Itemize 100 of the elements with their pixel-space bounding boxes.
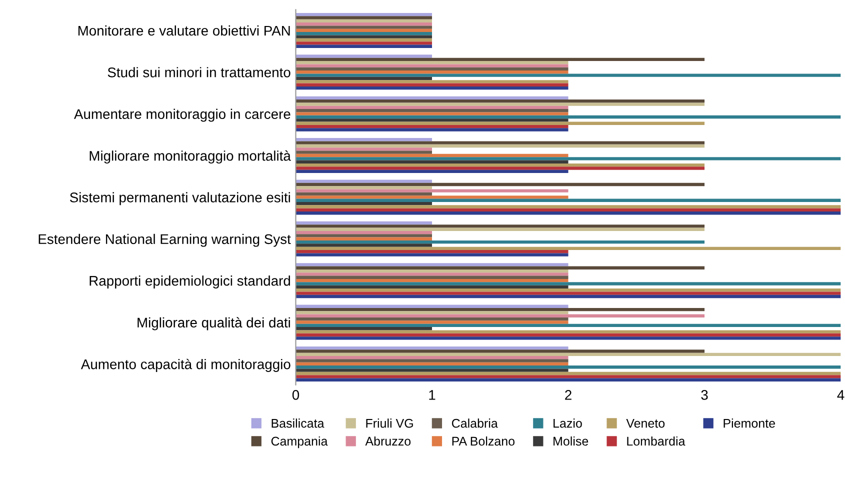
bar [296, 124, 568, 128]
bar [296, 150, 432, 154]
bar [296, 44, 432, 48]
y-tick-label: Monitorare e valutare obiettivi PAN [78, 25, 290, 36]
y-tick-label: Migliorare monitoraggio mortalità [90, 150, 291, 164]
x-tick-label: 4 [837, 390, 844, 400]
bar [296, 333, 841, 337]
bar [296, 115, 841, 119]
bar [296, 282, 841, 286]
bar [296, 16, 432, 20]
bar [296, 160, 568, 164]
bar [296, 22, 432, 26]
bar [296, 186, 432, 190]
bar [296, 122, 705, 125]
bar [296, 212, 841, 215]
bar [296, 368, 568, 372]
bar [296, 311, 568, 314]
bar [296, 196, 568, 199]
x-tick-label: 2 [565, 390, 572, 400]
bar [296, 314, 705, 318]
bar [296, 58, 705, 62]
bar [296, 70, 568, 74]
bar [296, 12, 432, 16]
bar [296, 182, 705, 186]
bar [296, 64, 568, 68]
bar [296, 128, 568, 132]
bar [296, 202, 432, 206]
legend-label: Calabria [452, 418, 498, 428]
legend-label: Veneto [626, 419, 665, 428]
bar [296, 272, 568, 276]
legend-label: Campania [271, 436, 328, 448]
bar [296, 35, 432, 38]
bar [296, 221, 432, 225]
bar [296, 208, 841, 212]
bar [296, 304, 568, 308]
x-tick-label: 1 [429, 390, 436, 400]
bar [296, 266, 705, 270]
bar [296, 28, 432, 32]
bar [296, 83, 568, 86]
bar [296, 42, 432, 45]
x-tick-label: 3 [701, 390, 708, 400]
bar [296, 375, 841, 378]
bar [296, 166, 705, 170]
bar [296, 276, 568, 279]
bar [296, 294, 841, 298]
bar [296, 54, 432, 58]
bar [296, 102, 705, 106]
bar [296, 170, 568, 174]
bar [296, 144, 705, 148]
x-tick-label: 0 [292, 390, 300, 400]
bar [296, 327, 432, 330]
bar [296, 372, 841, 376]
bar [296, 378, 841, 382]
bar [296, 244, 432, 247]
bar [296, 198, 841, 202]
bar [296, 76, 432, 80]
bar [296, 148, 432, 151]
bar [296, 359, 568, 362]
bar [296, 269, 568, 273]
bar [296, 336, 841, 340]
bar [296, 61, 568, 64]
y-tick-label: Aumento capacità di monitoraggio [80, 358, 290, 372]
y-tick-label: Studi sui minori in trattamento [108, 67, 290, 78]
bar [296, 246, 841, 250]
bar [296, 38, 432, 42]
bar [296, 308, 705, 312]
bar [296, 86, 568, 90]
y-tick-label: Aumentare monitoraggio in carcere [74, 108, 290, 122]
bar [296, 250, 568, 254]
bar [296, 224, 705, 228]
bar [296, 317, 568, 321]
bar [296, 346, 568, 350]
bar [296, 237, 432, 240]
bar [296, 180, 432, 183]
bar [296, 324, 841, 328]
bar [296, 138, 432, 142]
bar [296, 292, 841, 295]
bar [296, 356, 568, 360]
bar [296, 67, 568, 71]
bar [296, 154, 568, 158]
bar [296, 163, 705, 167]
bar [296, 157, 841, 160]
bar [296, 112, 568, 116]
bar [296, 352, 841, 356]
bar [296, 228, 705, 231]
legend-label: Abruzzo [365, 436, 411, 446]
y-tick-label: Rapporti epidemiologici standard [90, 276, 290, 288]
bar [296, 189, 568, 192]
bar [296, 253, 568, 256]
bar [296, 80, 568, 84]
bar [296, 32, 432, 36]
bar [296, 330, 841, 334]
bar [296, 320, 568, 324]
bar [296, 263, 568, 266]
y-tick-label: Sistemi permanenti valutazione esiti [70, 192, 290, 206]
bar [296, 96, 568, 100]
bar [296, 234, 432, 238]
bar [296, 26, 432, 29]
legend-label: Molise [554, 436, 588, 446]
legend-label: Lombardia [627, 436, 686, 446]
